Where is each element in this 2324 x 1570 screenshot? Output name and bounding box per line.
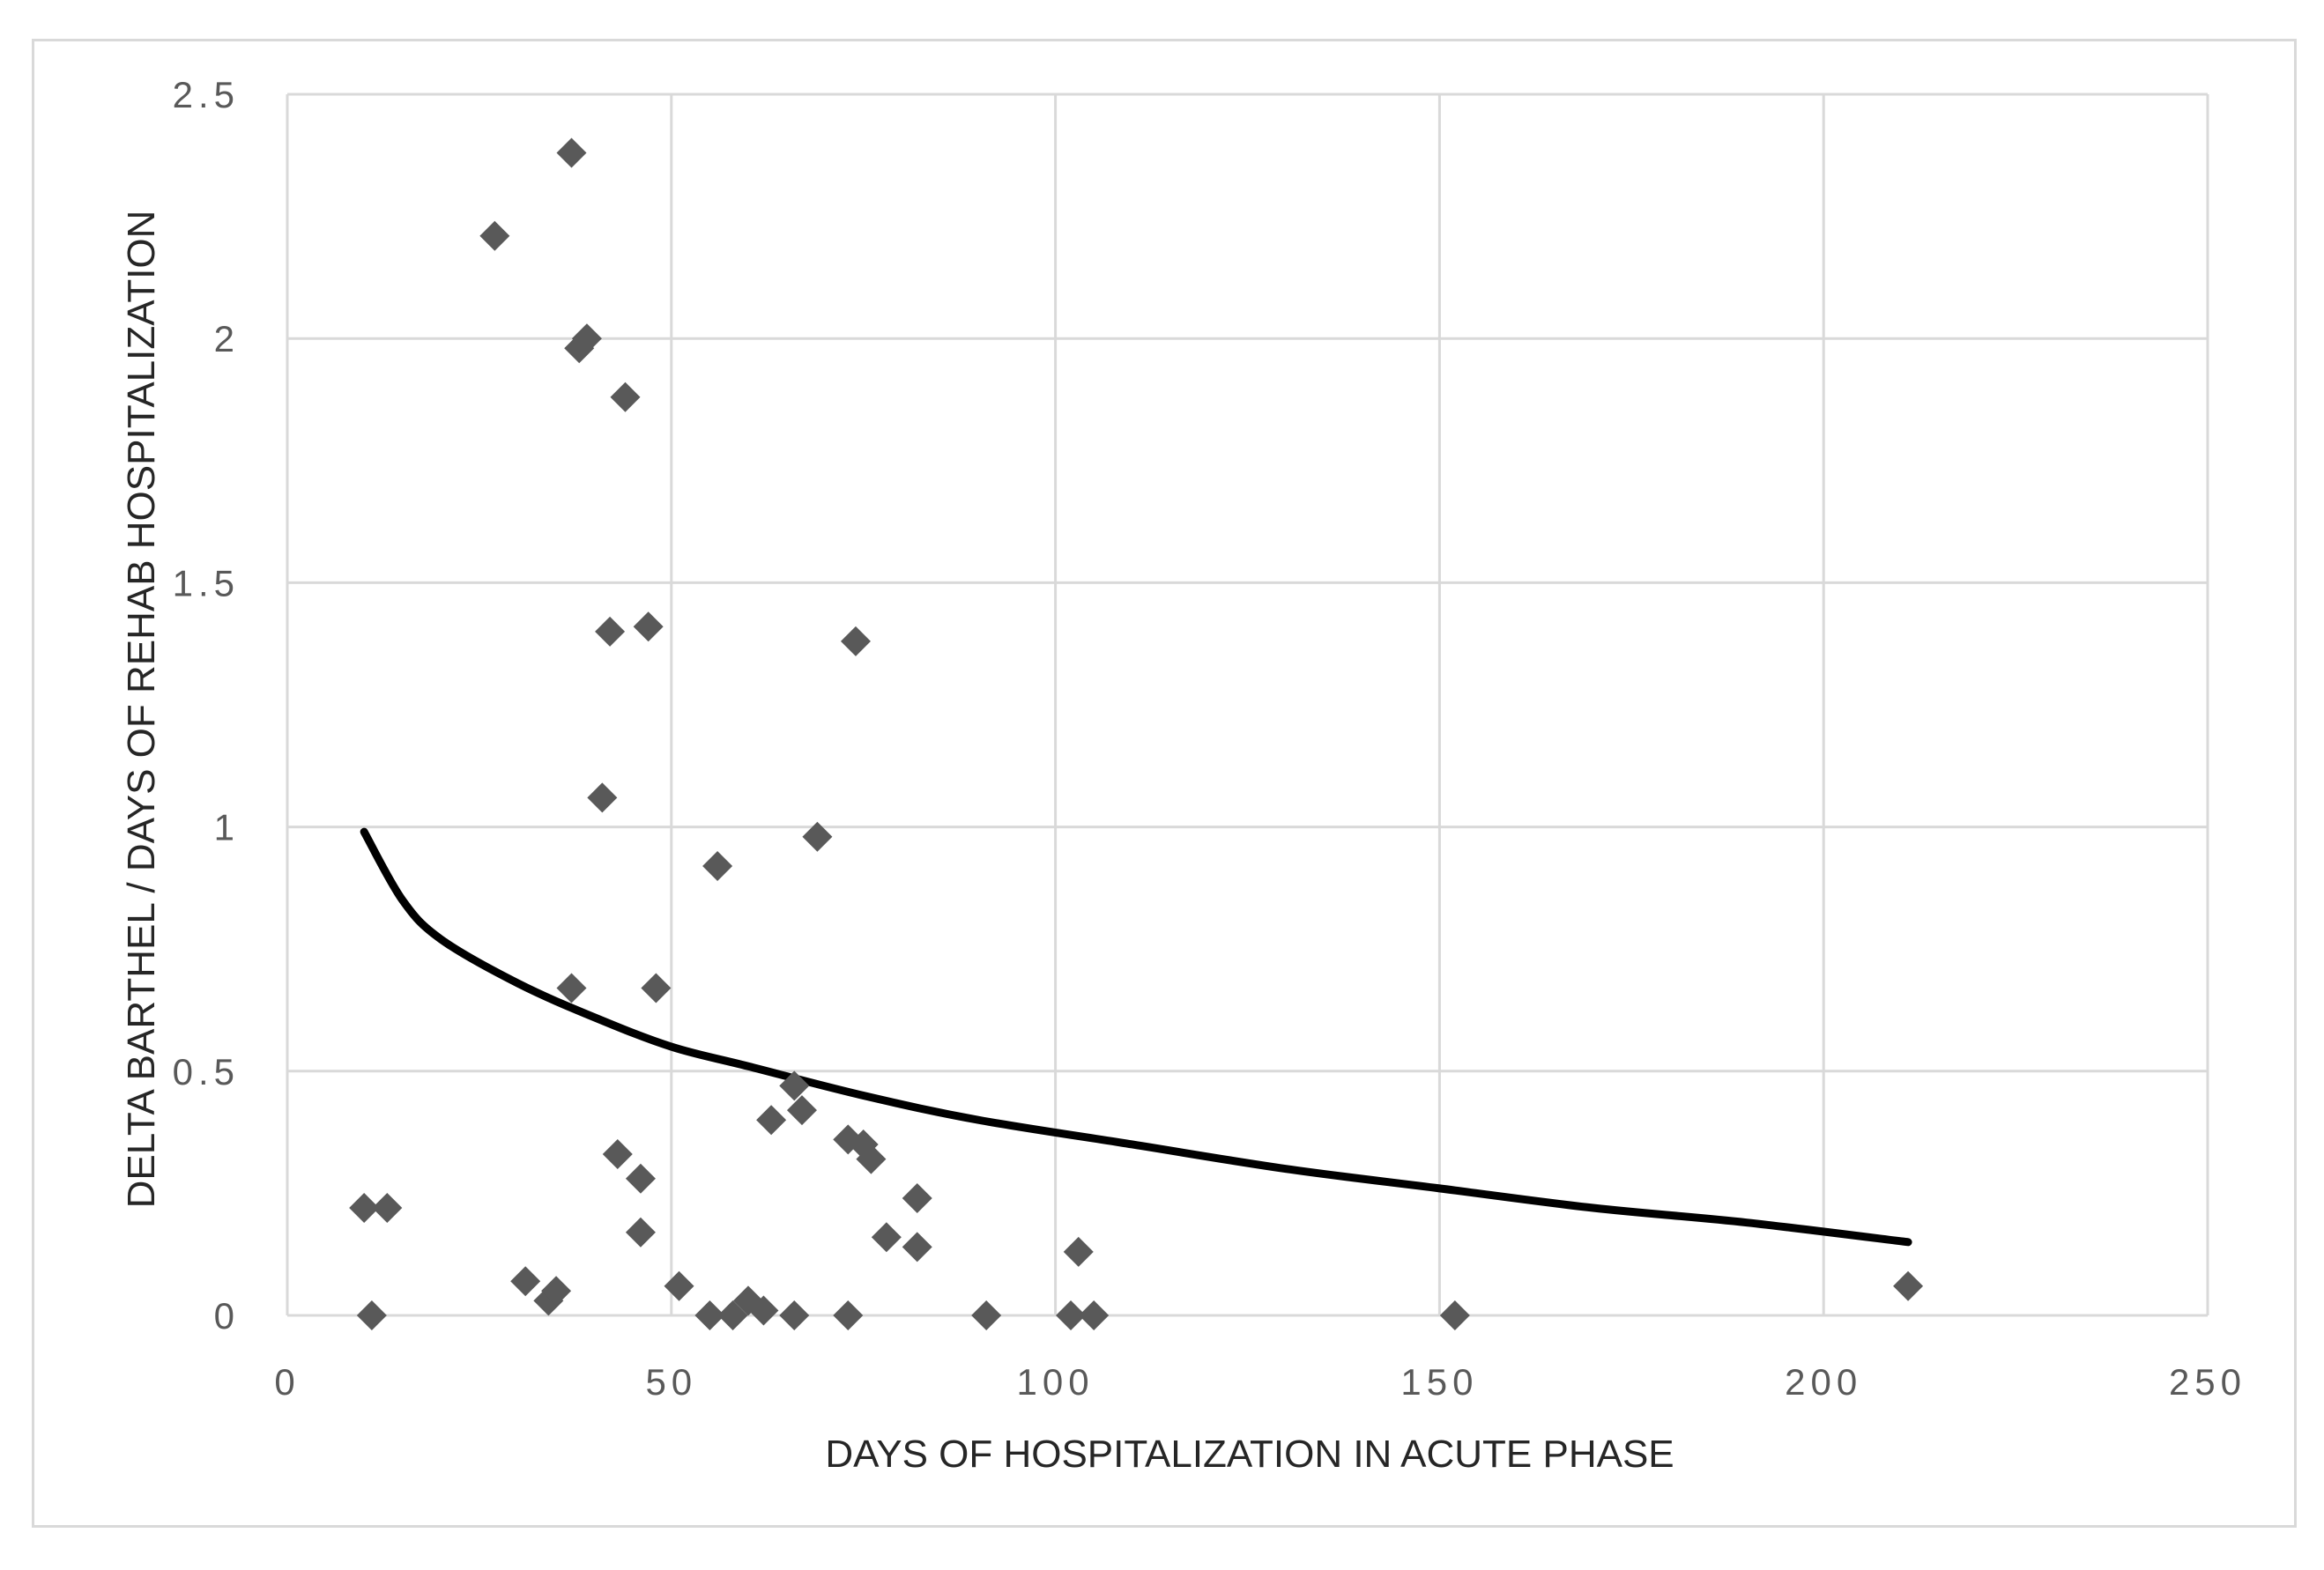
y-tick-label: 2 bbox=[214, 318, 240, 359]
data-point bbox=[833, 1300, 864, 1330]
data-point bbox=[971, 1300, 1002, 1330]
data-point bbox=[748, 1295, 779, 1326]
data-point bbox=[625, 1163, 656, 1194]
data-point bbox=[602, 1139, 633, 1170]
data-point bbox=[587, 782, 618, 813]
data-point bbox=[871, 1222, 902, 1253]
x-tick-label: 250 bbox=[2169, 1361, 2246, 1403]
y-axis-title: DELTA BARTHEL / DAYS OF REHAB HOSPITALIZ… bbox=[120, 211, 163, 1209]
data-point bbox=[1893, 1270, 1924, 1301]
data-point bbox=[541, 1276, 572, 1307]
data-point bbox=[595, 616, 626, 647]
chart-frame bbox=[32, 39, 2297, 1528]
x-tick-label: 50 bbox=[645, 1361, 697, 1403]
y-tick-label: 1 bbox=[214, 807, 240, 848]
data-point bbox=[717, 1300, 748, 1330]
x-axis-title: DAYS OF HOSPITALIZATION IN ACUTE PHASE bbox=[825, 1433, 1674, 1476]
data-point bbox=[479, 220, 510, 251]
data-point bbox=[902, 1232, 932, 1263]
data-point bbox=[840, 626, 871, 656]
data-point bbox=[510, 1266, 541, 1297]
y-tick-label: 0 bbox=[214, 1295, 240, 1337]
x-tick-label: 100 bbox=[1017, 1361, 1095, 1403]
data-point bbox=[372, 1193, 403, 1224]
x-tick-label: 200 bbox=[1785, 1361, 1862, 1403]
data-point bbox=[610, 381, 641, 412]
y-tick-label: 2.5 bbox=[173, 74, 240, 115]
x-axis-ticks: 0 50 100 150 200 250 bbox=[274, 1361, 2246, 1403]
data-point bbox=[856, 1144, 887, 1174]
data-point bbox=[1439, 1300, 1470, 1330]
y-tick-label: 1.5 bbox=[173, 562, 240, 604]
gridlines bbox=[286, 93, 2209, 1317]
data-point bbox=[702, 850, 733, 881]
data-point bbox=[1063, 1236, 1094, 1267]
x-tick-label: 150 bbox=[1400, 1361, 1478, 1403]
data-point bbox=[779, 1300, 810, 1330]
data-point bbox=[625, 1217, 656, 1248]
data-point bbox=[1079, 1300, 1110, 1330]
x-tick-label: 0 bbox=[274, 1361, 300, 1403]
data-point bbox=[556, 973, 587, 1003]
data-point bbox=[1056, 1300, 1087, 1330]
trend-line bbox=[360, 827, 1912, 1247]
data-point bbox=[556, 137, 587, 168]
data-point bbox=[664, 1270, 694, 1301]
y-axis-ticks: 0 0.5 1 1.5 2 2.5 bbox=[173, 74, 240, 1337]
data-point bbox=[356, 1300, 387, 1330]
data-point bbox=[786, 1095, 817, 1126]
data-points bbox=[349, 137, 1924, 1330]
data-point bbox=[349, 1193, 380, 1224]
data-point bbox=[633, 611, 664, 642]
data-point bbox=[802, 821, 833, 852]
data-point bbox=[694, 1300, 725, 1330]
data-point bbox=[571, 323, 602, 354]
trend-line-group bbox=[360, 827, 1912, 1247]
y-tick-label: 0.5 bbox=[173, 1051, 240, 1092]
data-point bbox=[902, 1182, 932, 1213]
data-point bbox=[779, 1070, 810, 1101]
data-point bbox=[756, 1105, 787, 1136]
data-point bbox=[641, 973, 672, 1003]
